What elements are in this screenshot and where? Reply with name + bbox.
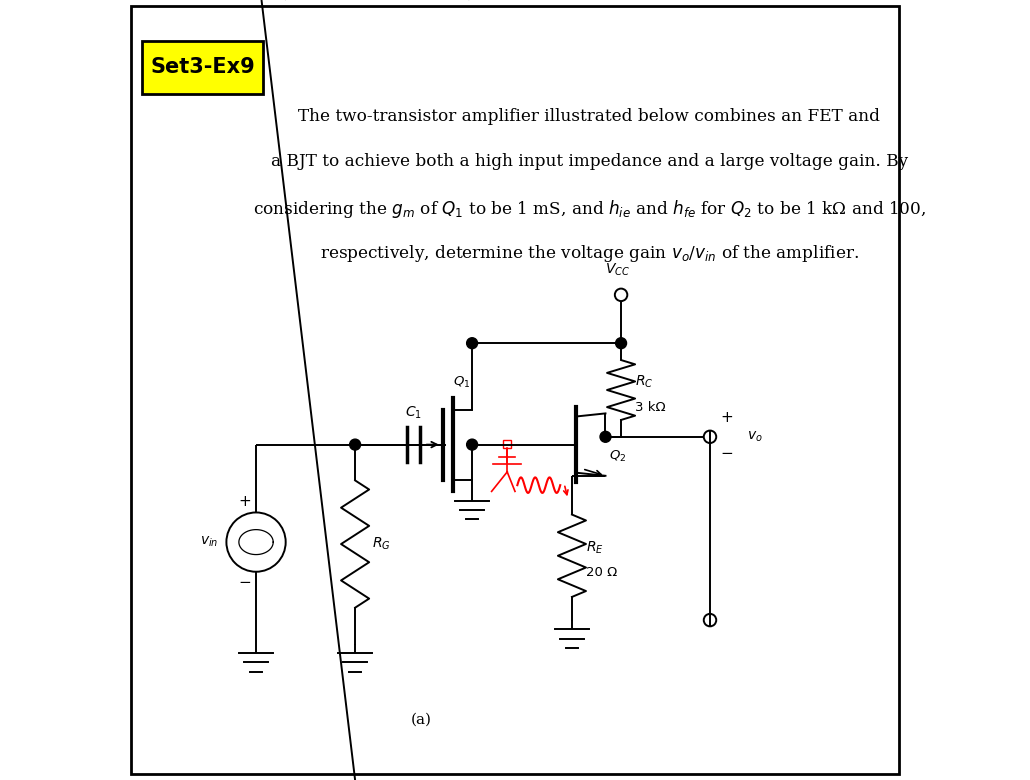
Text: (a): (a): [411, 712, 432, 726]
Text: $C_1$: $C_1$: [405, 405, 422, 421]
Text: $v_{in}$: $v_{in}$: [200, 535, 218, 549]
FancyBboxPatch shape: [131, 6, 899, 774]
Text: $v_o$: $v_o$: [748, 430, 763, 444]
Text: 20 Ω: 20 Ω: [586, 566, 617, 580]
Text: $Q_1$: $Q_1$: [452, 375, 470, 390]
Text: Set3-Ex9: Set3-Ex9: [150, 57, 255, 77]
Circle shape: [349, 439, 360, 450]
Text: $R_G$: $R_G$: [372, 536, 391, 552]
Text: The two-transistor amplifier illustrated below combines an FET and: The two-transistor amplifier illustrated…: [298, 108, 880, 125]
Text: $V_{CC}$: $V_{CC}$: [605, 261, 629, 278]
Text: +: +: [721, 410, 733, 425]
Text: +: +: [238, 494, 250, 509]
Text: −: −: [238, 575, 250, 590]
Text: $Q_2$: $Q_2$: [609, 448, 626, 464]
Text: 3 kΩ: 3 kΩ: [636, 401, 665, 413]
Text: considering the $g_m$ of $Q_1$ to be 1 mS, and $h_{ie}$ and $h_{fe}$ for $Q_2$ t: considering the $g_m$ of $Q_1$ to be 1 m…: [252, 198, 926, 220]
Circle shape: [616, 338, 626, 349]
Text: $R_C$: $R_C$: [636, 374, 654, 391]
Circle shape: [467, 439, 478, 450]
FancyBboxPatch shape: [142, 41, 263, 94]
Text: respectively, determine the voltage gain $v_o$/$v_{in}$ of the amplifier.: respectively, determine the voltage gain…: [319, 243, 859, 264]
Text: $R_E$: $R_E$: [586, 540, 604, 556]
Text: −: −: [721, 446, 733, 462]
Text: a BJT to achieve both a high input impedance and a large voltage gain. By: a BJT to achieve both a high input imped…: [271, 153, 907, 170]
Circle shape: [600, 431, 611, 442]
Circle shape: [467, 338, 478, 349]
